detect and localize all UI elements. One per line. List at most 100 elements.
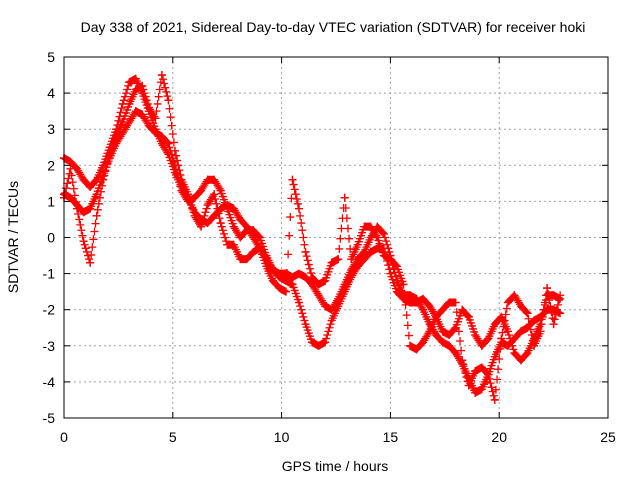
data-point: [210, 190, 219, 199]
data-point: [79, 237, 88, 246]
data-point: [99, 175, 108, 184]
data-point: [523, 309, 532, 318]
data-point: [131, 85, 140, 94]
data-point: [314, 280, 323, 289]
data-point: [438, 338, 447, 347]
data-point: [530, 341, 539, 350]
data-point: [399, 280, 408, 289]
data-point: [125, 78, 134, 87]
data-point: [347, 255, 356, 264]
data-point: [144, 103, 153, 112]
data-point: [386, 269, 395, 278]
data-point: [281, 287, 290, 296]
data-point: [314, 341, 323, 350]
data-point: [484, 370, 493, 379]
data-point: [477, 363, 486, 372]
data-point: [516, 327, 525, 336]
y-tick-label: -5: [43, 410, 56, 426]
data-point: [125, 99, 134, 108]
data-point: [484, 334, 493, 343]
data-point: [268, 276, 277, 285]
data-point: [86, 258, 95, 267]
data-point: [281, 276, 290, 285]
data-point: [138, 81, 147, 90]
y-tick-label: 5: [47, 49, 55, 65]
data-point: [497, 334, 506, 343]
data-point: [295, 204, 304, 213]
data-point: [451, 349, 460, 358]
data-point: [340, 193, 349, 202]
data-point: [79, 175, 88, 184]
data-point: [445, 341, 454, 350]
data-point: [86, 182, 95, 191]
data-point: [288, 280, 297, 289]
x-tick-label: 5: [169, 429, 177, 445]
x-axis-label: GPS time / hours: [282, 458, 389, 474]
data-point: [471, 388, 480, 397]
data-point: [392, 287, 401, 296]
data-point: [262, 262, 271, 271]
data-point: [399, 294, 408, 303]
y-tick-label: -2: [43, 302, 56, 318]
y-tick-label: 1: [47, 193, 55, 209]
data-point: [530, 316, 539, 325]
data-point: [543, 284, 552, 293]
data-point: [295, 269, 304, 278]
data-point: [229, 240, 238, 249]
data-point: [131, 107, 140, 116]
data-point: [458, 356, 467, 365]
data-point: [405, 341, 414, 350]
data-point: [73, 204, 82, 213]
data-point: [419, 338, 428, 347]
data-point: [138, 110, 147, 119]
data-point: [379, 251, 388, 260]
data-point: [177, 175, 186, 184]
data-point: [236, 233, 245, 242]
data-point: [170, 146, 179, 155]
data-point: [144, 121, 153, 130]
data-point: [118, 117, 127, 126]
data-point: [86, 204, 95, 213]
data-point: [321, 276, 330, 285]
data-point: [197, 222, 206, 231]
data-point: [386, 255, 395, 264]
data-point: [216, 186, 225, 195]
data-point: [438, 305, 447, 314]
data-point: [321, 338, 330, 347]
x-tick-label: 10: [274, 429, 290, 445]
data-point: [275, 273, 284, 282]
data-point: [249, 226, 258, 235]
series-track-c: [60, 71, 565, 404]
y-tick-label: 0: [47, 230, 55, 246]
data-point: [216, 219, 225, 228]
data-point: [164, 96, 173, 105]
data-point: [458, 305, 467, 314]
data-point: [327, 258, 336, 267]
data-point: [445, 330, 454, 339]
data-point: [197, 186, 206, 195]
y-tick-label: -1: [43, 266, 56, 282]
data-point: [432, 312, 441, 321]
y-axis-label: SDTVAR / TECUs: [5, 181, 21, 293]
data-point: [308, 338, 317, 347]
y-tick-label: 3: [47, 121, 55, 137]
data-point: [353, 240, 362, 249]
data-point: [516, 302, 525, 311]
data-point: [490, 352, 499, 361]
data-point: [66, 157, 75, 166]
data-point: [412, 298, 421, 307]
data-point: [105, 150, 114, 159]
data-point: [510, 349, 519, 358]
data-point: [288, 175, 297, 184]
data-point: [157, 71, 166, 80]
data-point: [275, 284, 284, 293]
y-axis-ticks: -5 -4 -3 -2 -1 0 1 2 3 4 5: [43, 49, 608, 426]
data-point: [229, 222, 238, 231]
series-track-b: [60, 107, 565, 365]
x-tick-label: 20: [491, 429, 507, 445]
data-point: [295, 298, 304, 307]
y-tick-label: -4: [43, 374, 56, 390]
data-point: [510, 291, 519, 300]
data-point: [164, 139, 173, 148]
